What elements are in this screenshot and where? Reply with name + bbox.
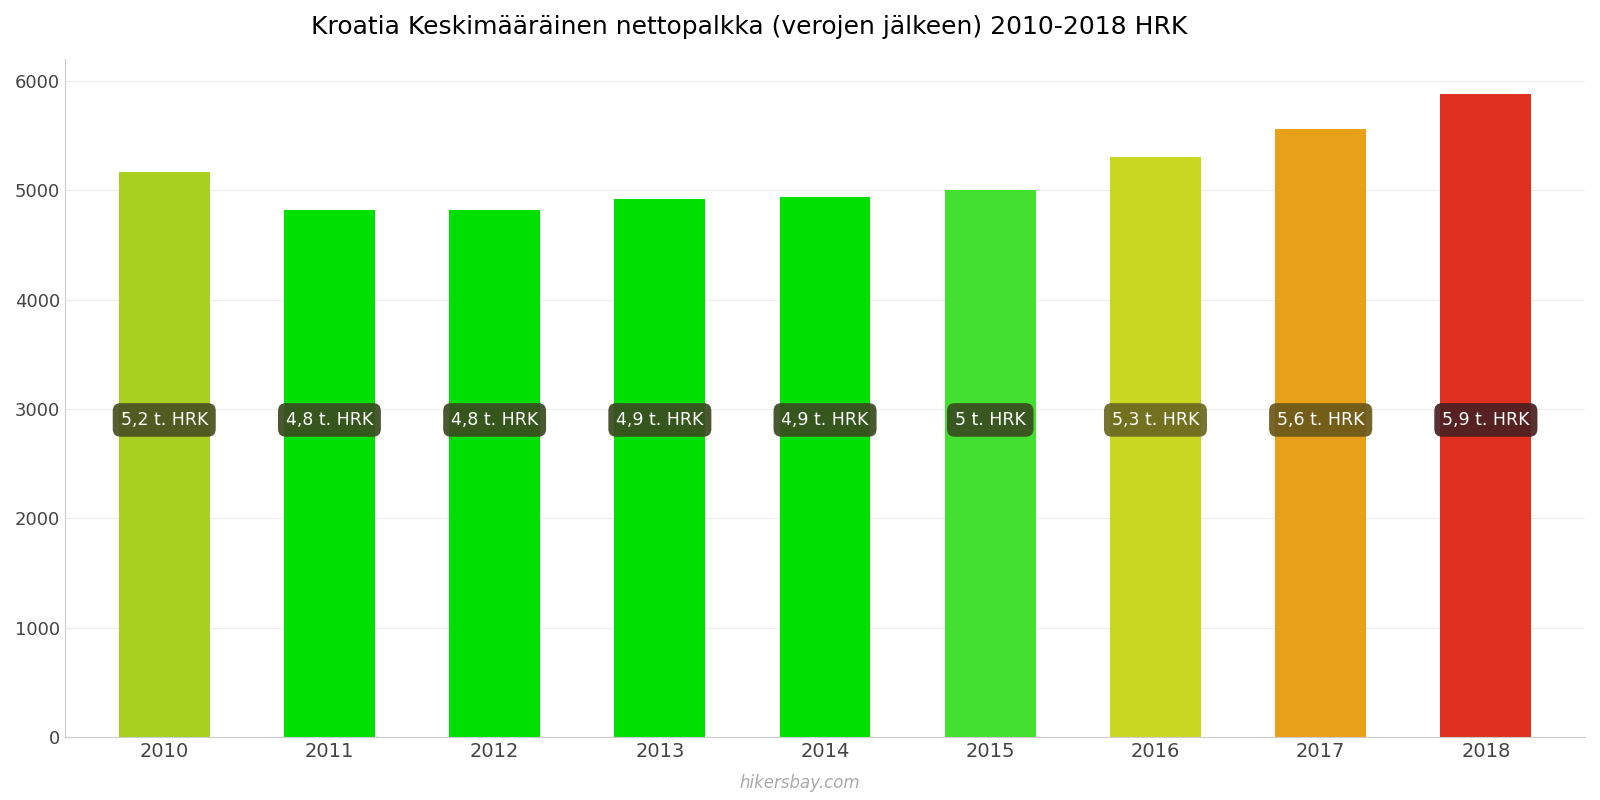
- Bar: [1440, 94, 1531, 737]
- Bar: [285, 210, 374, 737]
- Text: 4,8 t. HRK: 4,8 t. HRK: [451, 411, 538, 429]
- Text: 5,9 t. HRK: 5,9 t. HRK: [1442, 411, 1530, 429]
- Text: 4,8 t. HRK: 4,8 t. HRK: [286, 411, 373, 429]
- Text: 5,3 t. HRK: 5,3 t. HRK: [1112, 411, 1198, 429]
- Title: Kroatia Keskimääräinen nettopalkka (verojen jälkeen) 2010-2018 HRK: Kroatia Keskimääräinen nettopalkka (vero…: [310, 15, 1187, 39]
- Bar: [450, 210, 541, 737]
- Text: 4,9 t. HRK: 4,9 t. HRK: [781, 411, 869, 429]
- Bar: [614, 199, 706, 737]
- Text: 5 t. HRK: 5 t. HRK: [955, 411, 1026, 429]
- Text: hikersbay.com: hikersbay.com: [739, 774, 861, 792]
- Bar: [1110, 158, 1202, 737]
- Text: 5,2 t. HRK: 5,2 t. HRK: [120, 411, 208, 429]
- Bar: [118, 172, 210, 737]
- Bar: [1275, 129, 1366, 737]
- Bar: [946, 190, 1035, 737]
- Text: 5,6 t. HRK: 5,6 t. HRK: [1277, 411, 1365, 429]
- Text: 4,9 t. HRK: 4,9 t. HRK: [616, 411, 704, 429]
- Bar: [779, 197, 870, 737]
